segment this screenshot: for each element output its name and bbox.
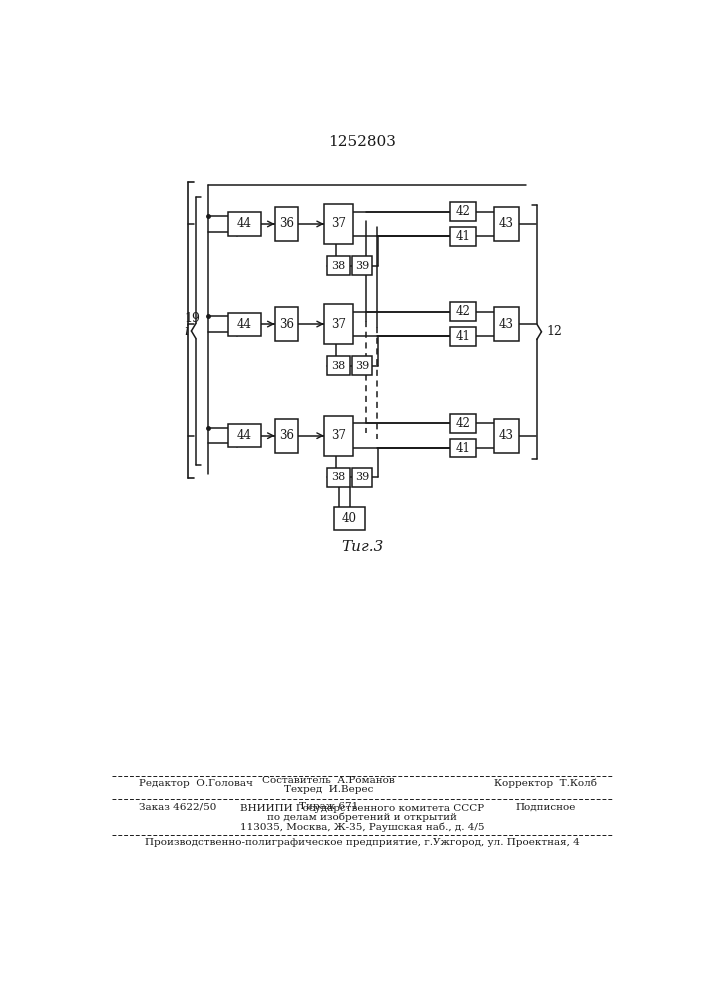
Bar: [324, 304, 354, 344]
Text: Корректор  Т.Колб: Корректор Т.Колб: [494, 779, 597, 788]
Bar: [324, 416, 354, 456]
Text: 43: 43: [498, 429, 514, 442]
Text: 41: 41: [456, 330, 471, 343]
Bar: [228, 424, 261, 447]
Bar: [450, 202, 477, 221]
Text: 44: 44: [237, 429, 252, 442]
Bar: [494, 207, 519, 241]
Text: 39: 39: [355, 261, 369, 271]
Bar: [494, 419, 519, 453]
Text: 43: 43: [498, 217, 514, 230]
Bar: [494, 307, 519, 341]
Text: Редактор  О.Головач: Редактор О.Головач: [139, 779, 252, 788]
Bar: [327, 256, 351, 275]
Text: Составитель  А.Романов: Составитель А.Романов: [262, 776, 395, 785]
Text: 42: 42: [456, 305, 471, 318]
Text: i: i: [185, 324, 189, 338]
Text: 37: 37: [331, 429, 346, 442]
Bar: [450, 414, 477, 433]
Text: Производственно-полиграфическое предприятие, г.Ужгород, ул. Проектная, 4: Производственно-полиграфическое предприя…: [145, 838, 580, 847]
Bar: [334, 507, 365, 530]
Text: ВНИИПИ Государственного комитета СССР: ВНИИПИ Государственного комитета СССР: [240, 804, 484, 813]
Text: 40: 40: [342, 512, 357, 525]
Bar: [228, 312, 261, 336]
Bar: [327, 468, 351, 487]
Bar: [352, 356, 372, 375]
Bar: [228, 212, 261, 235]
Text: 44: 44: [237, 318, 252, 331]
Text: Подписное: Подписное: [515, 802, 575, 811]
Text: Техред  И.Верес: Техред И.Верес: [284, 785, 373, 794]
Bar: [352, 256, 372, 275]
Text: 1252803: 1252803: [328, 135, 397, 149]
Text: 36: 36: [279, 429, 294, 442]
Text: 38: 38: [332, 261, 346, 271]
Text: 43: 43: [498, 318, 514, 331]
Text: 42: 42: [456, 417, 471, 430]
Text: 36: 36: [279, 318, 294, 331]
Text: Заказ 4622/50: Заказ 4622/50: [139, 802, 216, 811]
Bar: [352, 468, 372, 487]
Bar: [450, 439, 477, 457]
Text: 39: 39: [355, 361, 369, 371]
Text: 44: 44: [237, 217, 252, 230]
Text: Тираж 671: Тираж 671: [299, 802, 358, 811]
Text: 12: 12: [546, 325, 562, 338]
Bar: [324, 204, 354, 244]
Text: 37: 37: [331, 318, 346, 331]
Text: 42: 42: [456, 205, 471, 218]
Bar: [450, 327, 477, 346]
Text: 38: 38: [332, 361, 346, 371]
Text: 37: 37: [331, 217, 346, 230]
Text: по делам изобретений и открытий: по делам изобретений и открытий: [267, 813, 457, 822]
Bar: [275, 419, 298, 453]
Bar: [275, 207, 298, 241]
Bar: [327, 356, 351, 375]
Text: 36: 36: [279, 217, 294, 230]
Text: 41: 41: [456, 442, 471, 455]
Text: 19: 19: [185, 312, 200, 325]
Bar: [450, 302, 477, 321]
Text: 113035, Москва, Ж-35, Раушская наб., д. 4/5: 113035, Москва, Ж-35, Раушская наб., д. …: [240, 822, 484, 832]
Text: 39: 39: [355, 472, 369, 482]
Text: 38: 38: [332, 472, 346, 482]
Text: 41: 41: [456, 230, 471, 243]
Bar: [275, 307, 298, 341]
Bar: [450, 227, 477, 246]
Text: Τиг.3: Τиг.3: [341, 540, 383, 554]
